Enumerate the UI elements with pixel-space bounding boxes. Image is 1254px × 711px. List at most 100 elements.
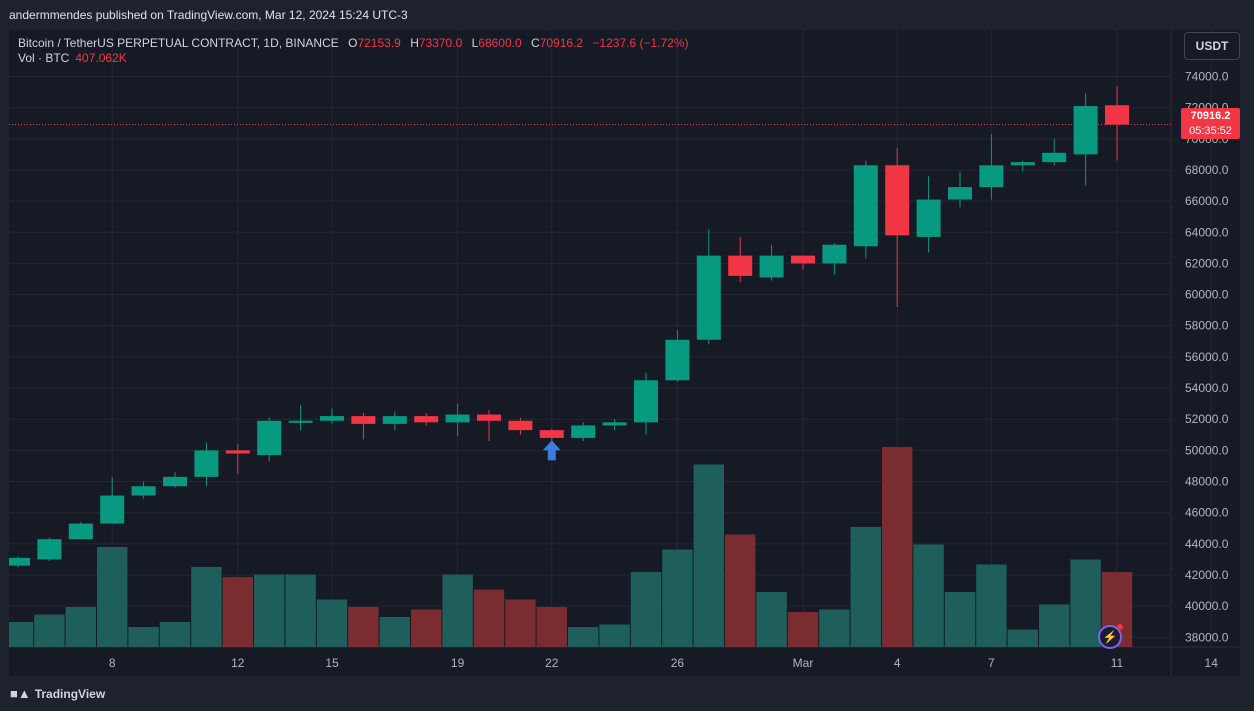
candle-body [948, 187, 972, 200]
volume-bar [913, 544, 944, 647]
candle-body [1105, 105, 1129, 125]
price-tick-label: 54000.0 [1185, 381, 1229, 395]
low-value: 68600.0 [478, 36, 522, 50]
volume-bar [1070, 559, 1101, 647]
candle-body [602, 422, 627, 426]
price-tick-label: 46000.0 [1185, 506, 1229, 520]
time-tick-label: 4 [894, 656, 901, 670]
lightning-icon[interactable]: ⚡ [1098, 624, 1123, 649]
candle-body [696, 255, 721, 340]
time-tick-label: 15 [325, 656, 339, 670]
candle-body [382, 416, 407, 424]
publisher-line: andermmendes published on TradingView.co… [9, 8, 408, 22]
candle-body [916, 199, 941, 237]
volume-bar [693, 464, 724, 647]
candle-body [163, 476, 187, 487]
volume-bar [1007, 629, 1038, 647]
price-tick-label: 50000.0 [1185, 443, 1229, 457]
candle-body [37, 539, 62, 560]
volume-bar [1039, 604, 1070, 647]
candle-body [1073, 106, 1098, 155]
candle-body [194, 450, 219, 477]
candle-body [791, 255, 815, 264]
bar-countdown: 05:35:52 [1189, 125, 1232, 137]
candle-body [1010, 162, 1035, 166]
volume-bar [411, 609, 442, 647]
volume-bar [787, 612, 819, 647]
volume-bar [756, 592, 787, 647]
candle-body [634, 380, 658, 423]
price-tick-label: 56000.0 [1185, 350, 1229, 364]
time-tick-label: Mar [793, 656, 814, 670]
time-tick-label: 26 [671, 656, 685, 670]
candlestick-chart[interactable]: 74000.072000.070000.068000.066000.064000… [9, 30, 1240, 676]
volume-bar [599, 624, 630, 647]
price-tick-label: 38000.0 [1185, 630, 1229, 644]
candle-body [225, 450, 250, 454]
volume-bar [662, 549, 693, 647]
time-tick-label: 14 [1205, 656, 1219, 670]
candle-body [414, 416, 439, 423]
price-tick-label: 48000.0 [1185, 475, 1229, 489]
price-tick-label: 62000.0 [1185, 256, 1229, 270]
time-tick-label: 22 [545, 656, 559, 670]
volume-bar [473, 589, 505, 647]
candle-body [477, 414, 501, 421]
price-tick-label: 66000.0 [1185, 194, 1229, 208]
volume-bar [316, 599, 348, 647]
open-label: O [348, 36, 358, 50]
candle-body [445, 414, 470, 423]
volume-bar [222, 577, 253, 647]
price-tick-label: 40000.0 [1185, 599, 1229, 613]
time-tick-label: 11 [1111, 656, 1124, 670]
candle-body [665, 339, 690, 381]
close-label: C [531, 36, 540, 50]
chart-area[interactable]: 74000.072000.070000.068000.066000.064000… [9, 30, 1240, 676]
open-value: 72153.9 [357, 36, 401, 50]
volume-bar [850, 527, 881, 647]
volume-bar [348, 607, 379, 647]
price-tick-label: 74000.0 [1185, 69, 1229, 83]
currency-button[interactable]: USDT [1184, 32, 1240, 60]
volume-label[interactable]: Vol · BTC [18, 51, 70, 65]
time-tick-label: 7 [988, 656, 995, 670]
high-label: H [410, 36, 419, 50]
price-tick-label: 68000.0 [1185, 163, 1229, 177]
notification-dot [1117, 624, 1123, 630]
tv-logo-icon: ■▲ [10, 686, 31, 701]
close-value: 70916.2 [539, 36, 584, 50]
volume-bar [725, 534, 756, 647]
candle-body [68, 523, 93, 540]
price-tick-label: 52000.0 [1185, 412, 1229, 426]
candle-body [100, 495, 125, 524]
candle-body [853, 165, 878, 247]
volume-bar [882, 447, 913, 647]
candle-body [508, 420, 533, 431]
volume-bar [505, 599, 536, 647]
candle-body [728, 255, 753, 276]
last-price: 70916.2 [1190, 110, 1231, 122]
time-tick-label: 8 [109, 656, 116, 670]
candle-body [9, 557, 30, 566]
volume-bar [568, 627, 599, 647]
time-tick-label: 19 [451, 656, 465, 670]
candle-body [539, 430, 564, 438]
candle-body [351, 416, 376, 424]
high-value: 73370.0 [418, 36, 463, 50]
volume-bar [285, 574, 316, 647]
tradingview-logo[interactable]: ■▲ TradingView [10, 686, 105, 701]
volume-bar [536, 607, 567, 647]
volume-bar [254, 574, 285, 647]
symbol-name[interactable]: Bitcoin / TetherUS PERPETUAL CONTRACT, 1… [18, 36, 339, 50]
volume-bar [128, 627, 159, 647]
volume-bar [159, 622, 191, 647]
candle-body [257, 420, 282, 456]
volume-bar [9, 622, 34, 647]
price-tick-label: 64000.0 [1185, 225, 1229, 239]
volume-bar [379, 617, 410, 647]
candle-body [571, 425, 596, 438]
price-tick-label: 44000.0 [1185, 537, 1229, 551]
arrow-up-icon [542, 440, 561, 461]
volume-bar [34, 614, 65, 647]
volume-bar [97, 547, 128, 647]
